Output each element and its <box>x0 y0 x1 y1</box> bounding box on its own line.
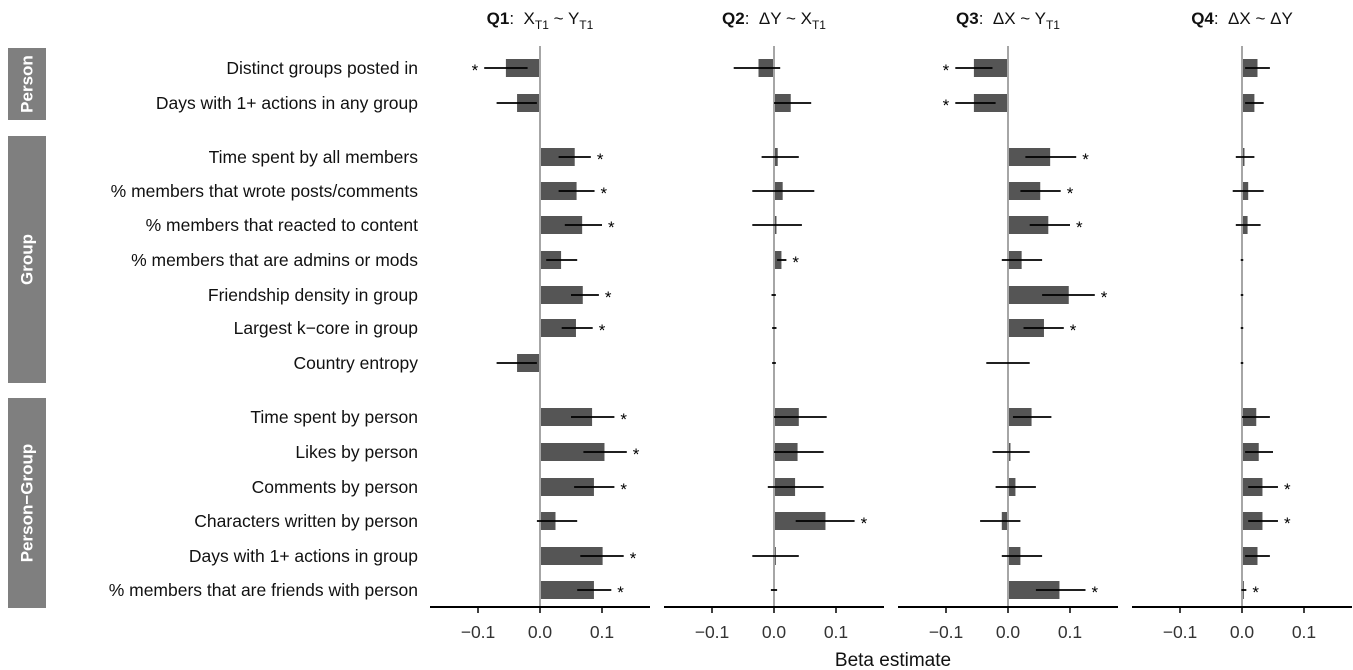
panel-q3: ********−0.1 0.0 0.1 <box>898 46 1118 642</box>
bar <box>540 478 594 496</box>
x-tick-label: 0.1 <box>1292 622 1316 642</box>
row-label: Friendship density in group <box>208 285 418 305</box>
panel-title: Q1: XT1 ~ YT1 <box>487 9 594 32</box>
significance-star: * <box>601 184 608 203</box>
significance-star: * <box>605 288 612 307</box>
row-label: % members that wrote posts/comments <box>111 181 419 201</box>
row-label: % members that are friends with person <box>109 580 418 600</box>
panel-title: Q3: ΔX ~ YT1 <box>956 9 1060 32</box>
significance-star: * <box>1092 583 1099 602</box>
bar <box>540 216 583 234</box>
group-strip <box>8 398 46 608</box>
row-label: Distinct groups posted in <box>226 58 418 78</box>
significance-star: * <box>1067 184 1074 203</box>
row-label: Country entropy <box>293 353 418 373</box>
bar <box>1008 581 1060 599</box>
row-label: Comments by person <box>252 477 418 497</box>
significance-star: * <box>620 480 627 499</box>
x-tick-label: 0.1 <box>824 622 848 642</box>
row-label: Time spent by person <box>250 407 418 427</box>
row-label: Days with 1+ actions in group <box>189 546 418 566</box>
group-strip <box>8 136 46 383</box>
bar <box>540 443 605 461</box>
row-label: Days with 1+ actions in any group <box>156 93 418 113</box>
significance-star: * <box>1252 583 1259 602</box>
x-axis-label: Beta estimate <box>835 650 951 670</box>
x-tick-label: 0.0 <box>996 622 1021 642</box>
significance-star: * <box>1076 218 1083 237</box>
panels: ***********−0.1 0.0 0.1**−0.1 0.0 0.1*******… <box>430 46 1352 642</box>
bar <box>540 286 583 304</box>
bar <box>540 182 577 200</box>
significance-star: * <box>1070 321 1077 340</box>
panel-titles: Q1: XT1 ~ YT1 Q2: ΔY ~ XT1 Q3: ΔX ~ YT1 Q4:… <box>487 9 1293 32</box>
significance-star: * <box>1284 514 1291 533</box>
x-tick-label: 0.0 <box>1230 622 1255 642</box>
significance-star: * <box>943 96 950 115</box>
significance-star: * <box>792 253 799 272</box>
x-tick-label: 0.1 <box>1058 622 1082 642</box>
panel-q2: * * −0.1 0.0 0.1 <box>664 46 884 642</box>
panel-title: Q2: ΔY ~ XT1 <box>722 9 826 32</box>
row-labels: Distinct groups posted in Days with 1+ ac… <box>109 58 419 600</box>
group-strip <box>8 48 46 120</box>
row-label: Largest k−core in group <box>234 318 418 338</box>
group-strip-label: Group <box>18 234 37 285</box>
x-tick-label: −0.1 <box>1163 622 1198 642</box>
significance-star: * <box>633 445 640 464</box>
row-label: % members that are admins or mods <box>131 250 418 270</box>
significance-star: * <box>617 583 624 602</box>
bar <box>540 408 593 426</box>
panel-q4: * * * −0.1 0.0 0.1 <box>1132 46 1352 642</box>
bar <box>1008 286 1069 304</box>
row-label: Characters written by person <box>194 511 418 531</box>
x-tick-label: −0.1 <box>695 622 730 642</box>
significance-star: * <box>943 61 950 80</box>
bar <box>540 581 594 599</box>
x-tick-label: 0.1 <box>590 622 614 642</box>
group-strip-label: Person−Group <box>18 444 37 563</box>
significance-star: * <box>630 549 637 568</box>
row-label: % members that reacted to content <box>146 215 418 235</box>
x-tick-label: 0.0 <box>762 622 787 642</box>
significance-star: * <box>1101 288 1108 307</box>
bar <box>540 148 575 166</box>
group-strips: Person Group Person−Group <box>8 48 46 608</box>
x-tick-label: −0.1 <box>461 622 496 642</box>
bar <box>540 319 576 337</box>
significance-star: * <box>608 218 615 237</box>
significance-star: * <box>472 61 479 80</box>
bar <box>1008 216 1049 234</box>
significance-star: * <box>1082 150 1089 169</box>
x-tick-label: −0.1 <box>929 622 964 642</box>
row-label: Time spent by all members <box>209 147 419 167</box>
x-tick-label: 0.0 <box>528 622 553 642</box>
bar <box>540 547 603 565</box>
significance-star: * <box>620 410 627 429</box>
panel-title: Q4: ΔX ~ ΔY <box>1191 9 1293 28</box>
significance-star: * <box>597 150 604 169</box>
significance-star: * <box>861 514 868 533</box>
panel-q1: ***********−0.1 0.0 0.1 <box>430 46 650 642</box>
significance-star: * <box>1284 480 1291 499</box>
row-label: Likes by person <box>295 442 418 462</box>
group-strip-label: Person <box>18 55 37 113</box>
significance-star: * <box>599 321 606 340</box>
